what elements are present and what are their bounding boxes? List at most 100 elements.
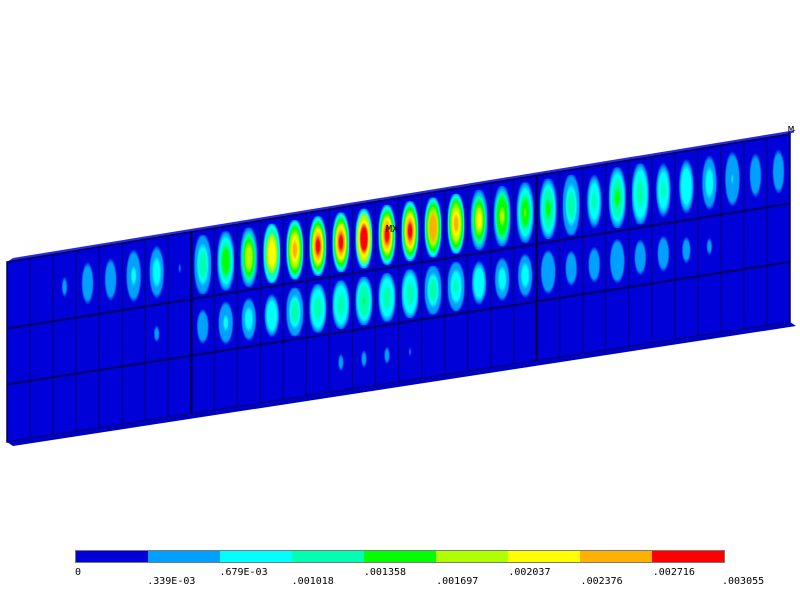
legend-label-6: .002037 [508,567,551,578]
horizontal-stiffener [6,260,791,386]
legend-swatch-4 [364,551,436,562]
panel-contour [56,324,74,373]
panel-contour [539,304,557,357]
panel-contour [585,171,603,232]
panel-contour [470,258,488,308]
panel-contour [493,254,511,304]
web-panels [10,140,787,438]
panel-contour [723,217,741,268]
panel-contour [677,283,695,335]
legend-label-9: .003055 [722,576,765,587]
legend-swatch-5 [436,551,508,562]
panel-contour [33,383,51,434]
panel-contour [562,174,580,236]
panel-contour [309,340,327,392]
panel-contour [194,302,212,351]
panel-contour [654,228,672,279]
panel-contour [263,291,281,340]
panel-contour [723,275,741,328]
panel-contour [539,178,557,240]
legend-swatch-6 [508,551,580,562]
panel-contour [585,239,603,290]
panel-contour [470,315,488,367]
panel-contour [585,297,603,349]
panel-contour [424,197,442,258]
panel-contour [769,140,787,203]
panel-contour [447,319,465,371]
panel-contour [700,221,718,272]
panel-contour [33,328,51,376]
panel-contour [240,227,258,287]
min-marker-label: M [788,125,795,136]
panel-contour [286,287,304,337]
panel-contour [700,152,718,214]
panel-contour [700,279,718,332]
panel-contour [10,265,28,324]
panel-contour [378,329,396,381]
panel-contour [631,163,649,225]
legend-label-5: .001697 [436,576,479,587]
panel-contour [401,269,419,319]
legend-swatch-3 [292,551,364,562]
legend-swatch-2 [220,551,292,562]
panel-contour [723,148,741,210]
panel-contour [746,272,764,325]
panel-contour [493,186,511,247]
panel-contour [746,214,764,265]
panel-contour [194,358,212,409]
panel-contour [148,309,166,358]
panel-contour [10,387,28,438]
panel-contour [79,253,97,313]
panel-contour [217,355,235,406]
panel-contour [217,298,235,348]
legend-swatch-8 [652,551,724,562]
panel-contour [332,280,350,330]
panel-contour [102,250,120,310]
panel-contour [309,216,327,276]
panel-contour [631,232,649,283]
panel-contour [194,235,212,295]
panel-contour [33,261,51,321]
panel-contour [447,261,465,312]
panel-contour [171,238,189,299]
panel-contour [493,311,511,364]
panel-contour [263,223,281,284]
panel-contour [516,250,534,301]
panel-contour [470,189,488,251]
panel-contour [746,144,764,207]
legend-label-7: .002376 [580,576,623,587]
panel-contour [424,265,442,315]
panel-contour [378,204,396,265]
panel-contour [378,272,396,322]
panel-contour [332,212,350,273]
panel-contour [309,283,327,333]
panel-contour [148,365,166,417]
legend-swatch-1 [148,551,220,562]
panel-contour [240,294,258,344]
panel-contour [148,242,166,302]
panel-contour [355,276,373,326]
legend-color-bar [75,550,725,563]
panel-contour [217,231,235,291]
panel-contour [79,376,97,427]
panel-contour [654,159,672,221]
panel-contour [769,268,787,321]
legend-label-2: .679E-03 [219,567,268,578]
panel-contour [125,246,143,306]
panel-contour [401,201,419,262]
panel-contour [516,182,534,243]
panel-contour [608,236,626,286]
legend-swatch-0 [76,551,148,562]
panel-contour [56,257,74,317]
beam-model [6,130,796,446]
panel-contour [10,331,28,380]
panel-contour [332,337,350,388]
panel-contour [286,219,304,280]
legend-swatch-7 [580,551,652,562]
stiffener-lines [6,133,791,443]
panel-contour [79,320,97,369]
panel-contour [102,317,120,366]
panel-contour [125,313,143,362]
legend-label-8: .002716 [652,567,695,578]
